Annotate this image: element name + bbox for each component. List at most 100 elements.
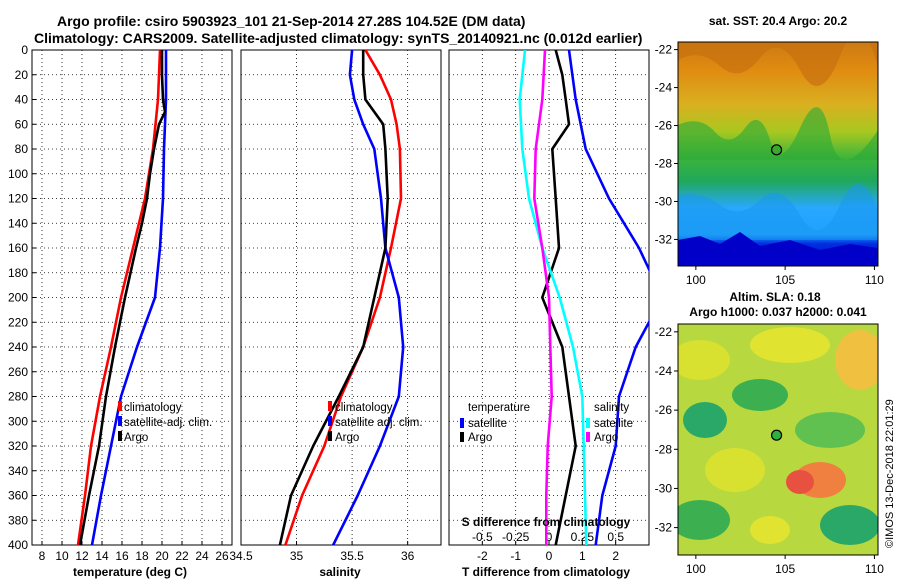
x-tick-label: -1 [510,549,521,563]
sla-blob [678,340,730,380]
x-tick-label: 34.5 [229,549,253,563]
y-tick-label: 280 [8,390,28,404]
series-group [518,50,649,545]
sla-blob [750,516,790,544]
sla-blob [786,470,814,494]
salinity-legend: climatology satellite adj. clim. Argo [328,401,423,444]
map-y-tick-label: -22 [655,325,673,339]
y-tick-label: 400 [8,538,28,552]
legend-label-climatology: climatology [335,402,393,414]
legend-label-satellite: satellite-adj. clim. [124,417,212,429]
sla-blob [750,327,830,363]
legend-title-temperature: temperature [468,402,530,414]
sst-cool-region [678,183,878,240]
y-tick-label: 0 [21,43,28,57]
x-tick-label: 16 [115,549,129,563]
x-tick-label: 35 [290,549,304,563]
x-tick-label: 35.5 [340,549,364,563]
x-tick-label: 10 [55,549,69,563]
difference-legend-temperature: temperature satellite Argo [460,402,530,444]
map-x-tick-label: 105 [775,562,795,576]
legend-label-t-satellite: satellite [468,418,507,430]
series-group [278,50,405,545]
y-tick-label: 140 [8,216,28,230]
legend-swatch-climatology [118,401,122,411]
legend-swatch-satellite [328,416,332,426]
map-y-tick-label: -30 [655,481,673,495]
x-tick-label: 20 [155,549,169,563]
temperature-xlabel: temperature (deg C) [73,565,187,579]
argo-location-marker [770,429,783,441]
series-line-satellite-adj-clim- [90,50,168,545]
y-tick-label: 240 [8,340,28,354]
y-tick-label: 20 [15,68,29,82]
difference-panel: -2 -1 0 1 2 -0.5 -0.25 0 0.25 0.5 [448,49,650,563]
temperature-panel: 8 10 12 14 16 18 20 22 24 26020406080100120140160… [8,43,233,563]
s-tick-label: -0.25 [502,530,530,544]
legend-label-argo: Argo [335,432,359,444]
y-tick-label: 260 [8,365,28,379]
legend-swatch-argo [328,431,332,441]
credit-text: ©IMOS 13-Dec-2018 22:01:29 [884,399,896,548]
series-line-argo [278,50,390,545]
legend-swatch-t-satellite [460,418,464,428]
sst-warm-region [678,42,878,86]
x-tick-label: 24 [195,549,209,563]
x-tick-label: 26 [215,549,229,563]
x-tick-label: 1 [579,549,586,563]
sla-map-frame [677,323,879,556]
y-tick-label: 60 [15,117,29,131]
map-axes: 100 105 110 -22 -24 -26 -28 -30 -32 100 105 110 -22 -… [655,43,885,576]
series-line-t-satellite [567,50,649,545]
y-tick-label: 380 [8,513,28,527]
map-y-tick-label: -22 [655,43,673,57]
series-line-s-argo [532,50,554,545]
legend-label-s-satellite: satellite [594,418,633,430]
legend-title-salinity: salinity [594,402,629,414]
y-tick-label: 300 [8,414,28,428]
argo-location-marker [770,144,783,156]
y-tick-label: 220 [8,315,28,329]
sst-map-title: sat. SST: 20.4 Argo: 20.2 [709,14,848,28]
x-tick-label: 2 [612,549,619,563]
y-tick-label: 100 [8,167,28,181]
y-tick-label: 320 [8,439,28,453]
y-tick-label: 180 [8,266,28,280]
sla-map-title-1: Altim. SLA: 0.18 [729,290,821,304]
legend-swatch-satellite [118,416,122,426]
y-tick-label: 160 [8,241,28,255]
legend-label-s-argo: Argo [594,432,618,444]
sst-front-region [678,107,878,160]
salinity-xlabel: salinity [319,565,361,579]
map-x-tick-label: 105 [775,273,795,287]
y-tick-label: 120 [8,192,28,206]
difference-xlabel: T difference from climatology [462,565,630,579]
map-x-tick-label: 100 [686,562,706,576]
map-y-tick-label: -24 [655,81,673,95]
map-y-tick-label: -24 [655,364,673,378]
map-y-tick-label: -32 [655,521,673,535]
map-x-tick-label: 110 [865,273,884,287]
series-line-t-argo [540,50,578,545]
y-tick-label: 80 [15,142,29,156]
s-tick-label: 0.5 [607,530,624,544]
x-tick-label: 0 [546,549,553,563]
series-group [76,50,168,545]
map-y-tick-label: -28 [655,442,673,456]
legend-swatch-s-satellite [586,418,590,428]
legend-swatch-argo [118,431,122,441]
x-tick-label: -2 [477,549,488,563]
legend-label-argo: Argo [124,432,148,444]
legend-swatch-climatology [328,401,332,411]
s-tick-label: 0 [546,530,553,544]
salinity-panel: 34.5 35 35.5 36 [229,49,442,563]
difference-legend-salinity: salinity satellite Argo [586,402,633,444]
y-tick-label: 340 [8,464,28,478]
x-tick-label: 22 [175,549,189,563]
difference-xlabel-top: S difference from climatology [462,515,631,529]
series-line-argo [78,50,167,545]
title-line-1: Argo profile: csiro 5903923_101 21-Sep-2… [57,13,525,29]
sla-map-title-2: Argo h1000: 0.037 h2000: 0.041 [689,305,867,319]
legend-swatch-s-argo [586,432,590,442]
